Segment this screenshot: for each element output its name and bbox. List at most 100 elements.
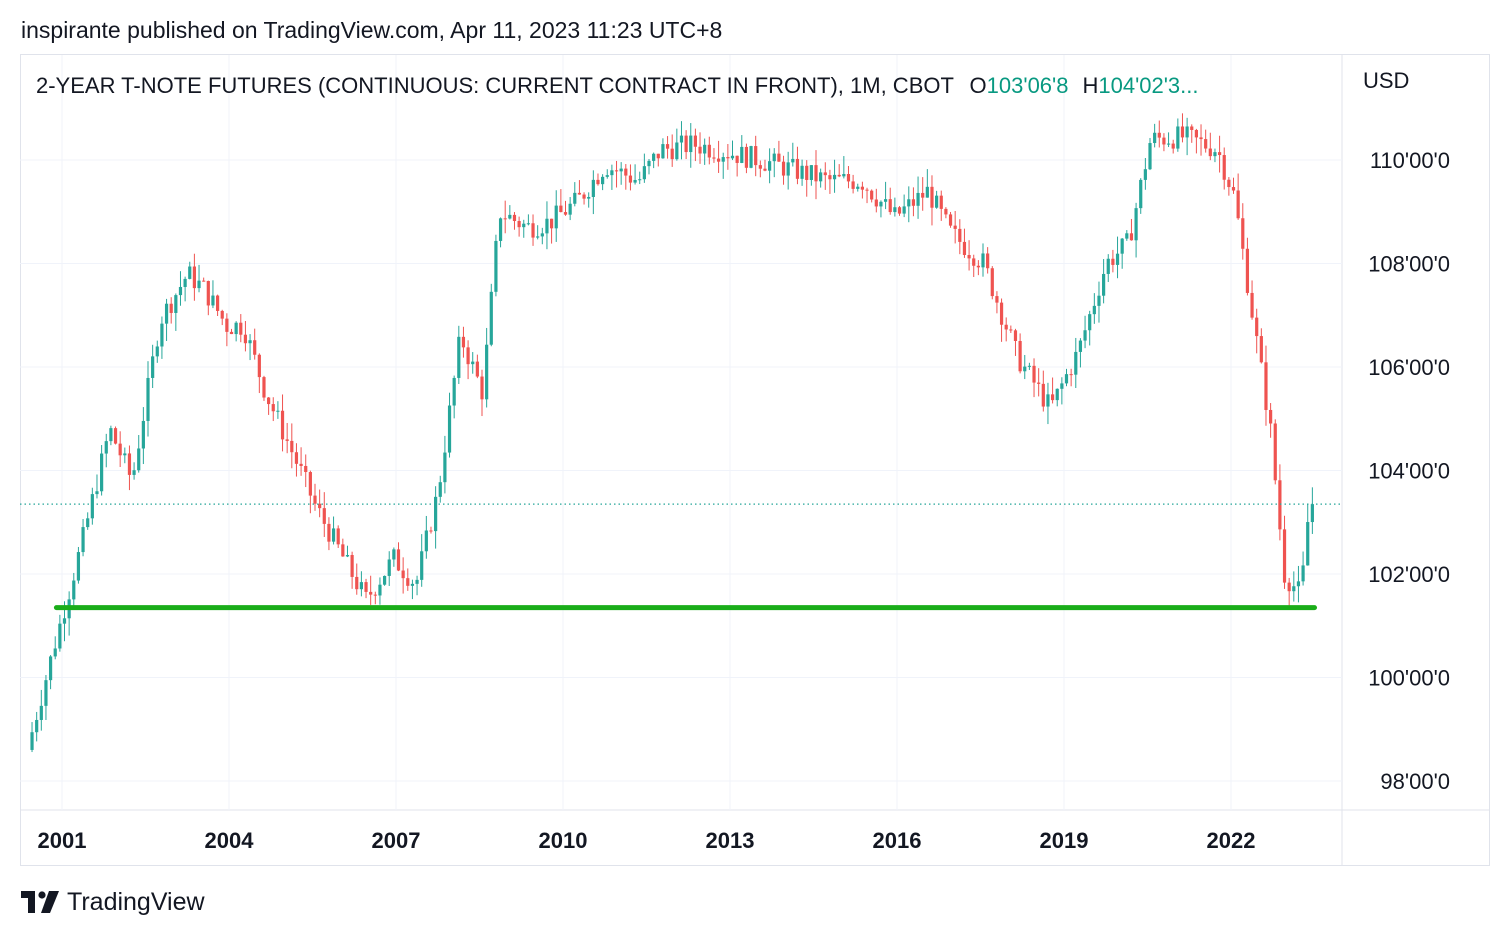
candle-body xyxy=(1013,330,1018,341)
candle-body xyxy=(141,420,145,449)
tradingview-logo[interactable]: TradingView xyxy=(21,886,205,918)
candle-body xyxy=(1250,292,1254,318)
candle-body xyxy=(1199,137,1203,140)
candle-body xyxy=(76,552,81,581)
candle-body xyxy=(582,194,586,199)
candle-body xyxy=(58,623,62,649)
candle-body xyxy=(814,165,818,182)
currency-label: USD xyxy=(1363,68,1409,93)
candle-body xyxy=(842,174,846,177)
candle-body xyxy=(1106,258,1110,274)
candle-body xyxy=(480,376,484,400)
candle-body xyxy=(1120,238,1124,254)
candle-body xyxy=(897,207,902,214)
candle-body xyxy=(1273,423,1277,481)
candle-body xyxy=(100,453,104,492)
candle-body xyxy=(127,453,132,475)
candle-body xyxy=(763,168,767,171)
candle-body xyxy=(438,482,442,497)
chart-pane[interactable] xyxy=(20,54,1490,866)
candle-body xyxy=(234,322,238,335)
candle-body xyxy=(1153,132,1157,144)
time-tick-label: 2007 xyxy=(372,828,421,853)
candle-body xyxy=(800,165,804,179)
candle-body xyxy=(1296,581,1301,587)
price-chart[interactable]: 110'00'0 108'00'0 106'00'0 104'00'0 102'00'0… xyxy=(0,0,1510,880)
candle-body xyxy=(1046,394,1050,407)
candle-body xyxy=(123,453,127,456)
candle-body xyxy=(777,153,781,162)
candle-body xyxy=(452,377,456,406)
price-tick-label: 104'00'0 xyxy=(1368,459,1450,484)
candle-body xyxy=(1255,317,1259,337)
candle-body xyxy=(568,203,572,215)
candle-body xyxy=(1102,273,1106,296)
candle-body xyxy=(874,199,878,207)
time-axis[interactable]: 2001 2004 2007 2010 2013 2016 2019 2022 xyxy=(38,828,1256,853)
candle-body xyxy=(429,530,433,532)
candle-body xyxy=(253,340,257,355)
candle-body xyxy=(1231,187,1236,191)
candle-body xyxy=(536,236,540,238)
candle-body xyxy=(392,549,396,560)
tradingview-logo-text: TradingView xyxy=(67,887,205,916)
candle-body xyxy=(1213,152,1217,157)
candle-body xyxy=(137,448,141,471)
candle-body xyxy=(986,253,990,269)
symbol-description: 2-YEAR T-NOTE FUTURES (CONTINUOUS: CURRE… xyxy=(36,73,954,98)
open-value: 103'06'8 xyxy=(987,73,1069,98)
candle-body xyxy=(707,144,711,158)
candle-body xyxy=(1064,374,1069,384)
candle-body xyxy=(587,196,591,199)
candle-body xyxy=(596,179,600,185)
price-axis[interactable]: 110'00'0 108'00'0 106'00'0 104'00'0 102'00'0… xyxy=(1368,148,1450,794)
candle-body xyxy=(703,144,707,154)
candle-body xyxy=(1310,504,1314,523)
candle-body xyxy=(382,575,387,585)
candle-body xyxy=(860,186,864,190)
candle-body xyxy=(461,336,466,348)
candle-body xyxy=(902,206,906,214)
candle-body xyxy=(1139,179,1143,209)
candle-body xyxy=(754,146,758,166)
candle-body xyxy=(183,278,187,287)
candle-body xyxy=(155,346,159,357)
candle-body xyxy=(1088,314,1092,331)
candle-body xyxy=(554,205,558,229)
candle-body xyxy=(976,265,980,268)
candle-body xyxy=(81,527,85,553)
candle-body xyxy=(313,495,317,504)
candle-body xyxy=(104,441,108,454)
candle-body xyxy=(522,223,526,228)
candle-body xyxy=(1166,143,1171,145)
candle-body xyxy=(921,192,925,198)
candle-body xyxy=(999,302,1004,325)
candle-body xyxy=(1278,480,1282,530)
candle-body xyxy=(1222,155,1226,180)
candle-body xyxy=(893,207,897,213)
candle-body xyxy=(267,397,271,405)
candle-body xyxy=(851,181,855,189)
candle-body xyxy=(151,356,155,378)
candle-body xyxy=(716,158,721,162)
candle-body xyxy=(90,494,94,519)
candle-body xyxy=(1055,388,1059,401)
candle-body xyxy=(563,212,568,215)
candle-body xyxy=(369,591,373,595)
candle-body xyxy=(786,162,790,176)
candle-body xyxy=(744,146,749,168)
candle-body xyxy=(730,155,735,159)
candle-body xyxy=(1018,340,1022,372)
candle-body xyxy=(665,144,670,149)
candle-body xyxy=(257,354,261,378)
candle-body xyxy=(48,656,53,681)
candle-body xyxy=(215,295,220,311)
high-value: 104'02'3... xyxy=(1098,73,1198,98)
candle-body xyxy=(749,146,753,168)
candle-body xyxy=(285,439,289,441)
time-tick-label: 2004 xyxy=(205,828,255,853)
candle-body xyxy=(809,165,813,180)
candle-body xyxy=(1129,233,1134,241)
symbol-title[interactable]: 2-YEAR T-NOTE FUTURES (CONTINUOUS: CURRE… xyxy=(36,73,1199,98)
candle-body xyxy=(1037,382,1041,384)
